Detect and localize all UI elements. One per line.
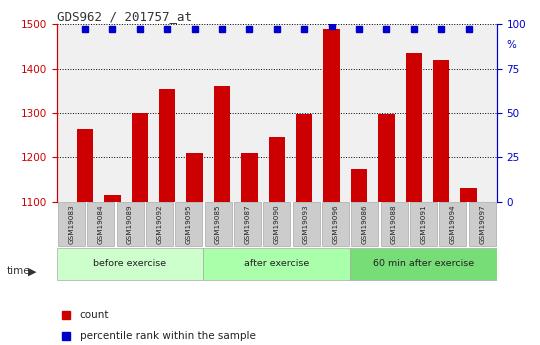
Text: GSM19084: GSM19084 — [98, 205, 104, 244]
Bar — [77, 129, 93, 202]
FancyBboxPatch shape — [117, 202, 144, 246]
Bar — [159, 89, 176, 202]
FancyBboxPatch shape — [204, 248, 350, 280]
Bar — [186, 153, 202, 202]
FancyBboxPatch shape — [57, 248, 204, 280]
Bar — [241, 153, 258, 202]
Bar — [351, 168, 367, 202]
Bar — [323, 29, 340, 202]
Text: GSM19094: GSM19094 — [450, 205, 456, 244]
Text: %: % — [507, 40, 516, 50]
FancyBboxPatch shape — [87, 202, 114, 246]
FancyBboxPatch shape — [352, 202, 378, 246]
FancyBboxPatch shape — [293, 202, 320, 246]
Text: 60 min after exercise: 60 min after exercise — [373, 259, 474, 268]
Text: time: time — [6, 266, 30, 276]
FancyBboxPatch shape — [234, 202, 261, 246]
Bar — [461, 188, 477, 202]
Bar — [433, 60, 449, 202]
Text: GSM19090: GSM19090 — [274, 205, 280, 244]
Text: GDS962 / 201757_at: GDS962 / 201757_at — [57, 10, 192, 23]
FancyBboxPatch shape — [58, 202, 85, 246]
Bar — [378, 114, 395, 202]
FancyBboxPatch shape — [469, 202, 496, 246]
Bar — [132, 113, 148, 202]
Bar — [406, 53, 422, 202]
Text: percentile rank within the sample: percentile rank within the sample — [79, 331, 255, 341]
Text: GSM19087: GSM19087 — [245, 205, 251, 244]
Text: count: count — [79, 309, 109, 319]
Text: before exercise: before exercise — [93, 259, 167, 268]
FancyBboxPatch shape — [440, 202, 466, 246]
Bar — [214, 86, 230, 202]
FancyBboxPatch shape — [350, 248, 497, 280]
Text: GSM19085: GSM19085 — [215, 205, 221, 244]
Text: GSM19083: GSM19083 — [69, 205, 75, 244]
FancyBboxPatch shape — [381, 202, 408, 246]
Text: GSM19089: GSM19089 — [127, 205, 133, 244]
Text: GSM19093: GSM19093 — [303, 205, 309, 244]
Text: GSM19086: GSM19086 — [362, 205, 368, 244]
FancyBboxPatch shape — [176, 202, 202, 246]
Bar — [104, 195, 120, 202]
FancyBboxPatch shape — [410, 202, 437, 246]
Text: GSM19088: GSM19088 — [391, 205, 397, 244]
Text: ▶: ▶ — [28, 267, 37, 276]
Bar — [268, 137, 285, 202]
Text: after exercise: after exercise — [244, 259, 309, 268]
FancyBboxPatch shape — [264, 202, 290, 246]
Text: GSM19092: GSM19092 — [157, 205, 163, 244]
FancyBboxPatch shape — [322, 202, 349, 246]
FancyBboxPatch shape — [205, 202, 232, 246]
Bar — [296, 114, 312, 202]
FancyBboxPatch shape — [146, 202, 173, 246]
Text: GSM19097: GSM19097 — [479, 205, 485, 244]
Text: GSM19096: GSM19096 — [333, 205, 339, 244]
Text: GSM19091: GSM19091 — [421, 205, 427, 244]
Text: GSM19095: GSM19095 — [186, 205, 192, 244]
